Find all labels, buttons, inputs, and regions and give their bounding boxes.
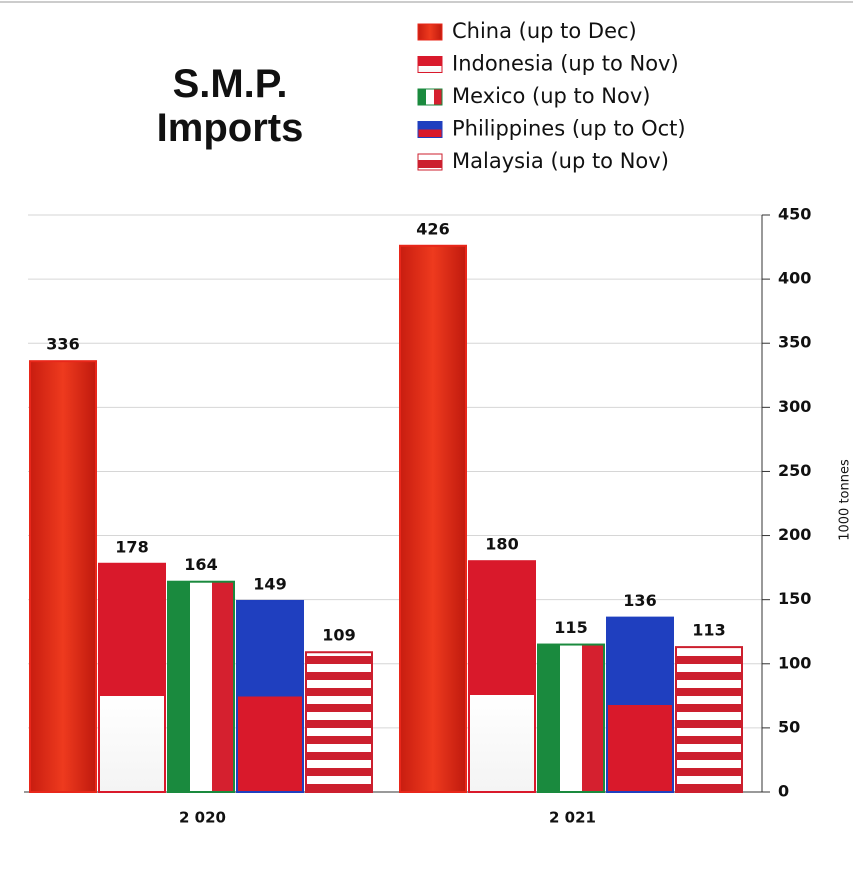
- y-tick-label: 0: [778, 782, 789, 801]
- legend-label: Indonesia (up to Nov): [452, 52, 679, 76]
- value-label: 113: [692, 621, 725, 640]
- bar: [98, 562, 166, 794]
- bar: [399, 244, 467, 794]
- value-label: 149: [253, 574, 286, 593]
- value-label: 178: [115, 537, 148, 556]
- bar: [236, 599, 304, 794]
- bar: [468, 560, 536, 794]
- legend-label: China (up to Dec): [452, 19, 637, 43]
- y-tick-label: 150: [778, 589, 811, 608]
- bar: [167, 580, 235, 794]
- value-label: 426: [416, 219, 449, 238]
- x-tick-label: 2 020: [179, 809, 226, 827]
- y-tick-label: 350: [778, 333, 811, 352]
- value-label: 136: [623, 591, 656, 610]
- value-label: 109: [322, 626, 355, 645]
- legend-label: Philippines (up to Oct): [452, 117, 686, 141]
- legend-swatch: [417, 121, 443, 138]
- y-tick-label: 450: [778, 205, 811, 224]
- legend-swatch: [417, 56, 443, 73]
- y-tick-label: 100: [778, 653, 811, 672]
- y-axis-label: 1000 tonnes: [838, 459, 853, 541]
- x-tick-label: 2 021: [549, 809, 596, 827]
- bar: [29, 360, 97, 793]
- bar: [305, 651, 373, 794]
- value-label: 115: [554, 618, 587, 637]
- y-tick-label: 300: [778, 397, 811, 416]
- y-tick-label: 50: [778, 717, 800, 736]
- y-tick-label: 250: [778, 461, 811, 480]
- bar: [675, 646, 743, 793]
- bar: [606, 616, 674, 794]
- y-tick-label: 400: [778, 269, 811, 288]
- legend-swatch: [417, 153, 443, 171]
- bar: [537, 643, 605, 793]
- legend-swatch: [417, 88, 443, 106]
- value-label: 164: [184, 555, 217, 574]
- legend-label: Malaysia (up to Nov): [452, 149, 669, 173]
- legend-swatch: [417, 23, 443, 41]
- value-label: 180: [485, 535, 518, 554]
- chart-title: S.M.P. Imports: [156, 62, 304, 150]
- legend-label: Mexico (up to Nov): [452, 84, 650, 108]
- value-label: 336: [46, 335, 79, 354]
- y-tick-label: 200: [778, 525, 811, 544]
